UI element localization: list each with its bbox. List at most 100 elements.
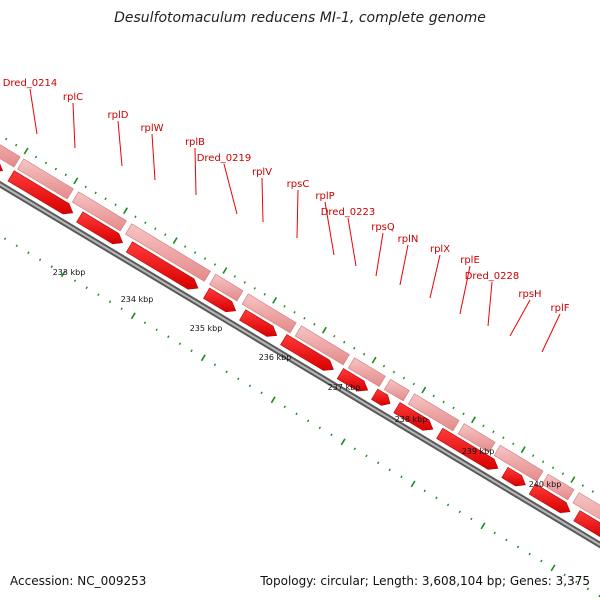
reverse-cds-arrow [125, 241, 199, 290]
inner-tick [528, 552, 531, 556]
outer-tick [303, 316, 306, 320]
inner-tick [458, 510, 461, 514]
reverse-strand-cds-layer [0, 163, 600, 538]
outer-tick [520, 446, 526, 454]
forward-strand-cds-layer [0, 144, 600, 520]
outer-tick [581, 484, 585, 487]
inner-tick [108, 300, 112, 304]
backbone-layer [0, 180, 600, 549]
outer-tick [531, 454, 535, 457]
outer-tick [23, 147, 29, 155]
gene-leader-line [72, 102, 76, 149]
inner-tick [330, 433, 333, 437]
outer-tick [84, 185, 87, 189]
inner-tick [493, 531, 496, 535]
inner-tick [540, 559, 543, 563]
inner-tick [446, 503, 450, 507]
gene-leader-line [399, 244, 409, 286]
inner-tick [575, 580, 578, 584]
forward-cds-block [0, 144, 21, 168]
outer-tick [432, 394, 435, 398]
inner-tick [248, 384, 252, 388]
gene-leader-line [324, 201, 335, 256]
gene-leader-line [429, 254, 441, 299]
inner-tick [365, 454, 368, 458]
inner-tick [3, 237, 7, 241]
outer-tick [421, 386, 427, 394]
outer-tick [114, 203, 117, 207]
inner-tick [190, 349, 193, 353]
outer-tick [333, 334, 336, 338]
outer-tick [73, 177, 79, 185]
gene-leader-line [541, 313, 561, 353]
gene-leader-line [375, 232, 384, 277]
inner-tick [38, 258, 42, 262]
gene-label: rpsC [287, 179, 310, 190]
inner-tick [376, 461, 380, 465]
forward-cds-block [71, 191, 127, 232]
inner-tick [340, 438, 346, 446]
gene-label: Dred_0228 [465, 271, 520, 282]
map-title: Desulfotomaculum reducens MI-1, complete… [114, 10, 486, 26]
outer-tick [321, 326, 327, 334]
forward-cds-block [241, 293, 297, 334]
inner-tick [225, 370, 228, 374]
forward-cds-block [541, 473, 575, 501]
inner-tick [550, 564, 556, 572]
gene-leader-line [261, 177, 264, 223]
forward-cds-block [17, 158, 74, 200]
inner-tick [85, 286, 88, 290]
gene-label: rplB [185, 137, 205, 148]
gene-leader-line [194, 147, 197, 196]
gene-leader-line [509, 299, 531, 337]
gene-label: rpsH [518, 289, 541, 300]
inner-tick [283, 405, 287, 409]
outer-tick [253, 287, 256, 290]
outer-tick [452, 406, 455, 410]
inner-tick [213, 363, 217, 367]
outer-tick [4, 137, 8, 141]
outer-tick [541, 460, 545, 463]
outer-tick [471, 416, 476, 424]
outer-tick [382, 364, 386, 368]
outer-tick [492, 430, 495, 434]
outer-tick [402, 376, 406, 380]
outer-tick [54, 167, 58, 171]
outer-tick [362, 352, 366, 356]
inner-tick [60, 270, 66, 278]
outer-tick [570, 476, 576, 484]
outer-tick [293, 311, 296, 314]
outer-tick [551, 466, 555, 469]
gene-label: rplW [140, 123, 163, 134]
outer-tick [412, 382, 415, 386]
outer-tick [34, 155, 38, 159]
forward-cds-block [125, 223, 211, 282]
outer-tick [561, 472, 565, 475]
inner-tick [143, 321, 147, 325]
outer-tick [172, 237, 178, 245]
outer-tick [442, 400, 445, 404]
inner-tick [155, 328, 158, 332]
tick-layer [3, 137, 600, 598]
inner-tick [97, 293, 100, 297]
gene-leader-line [347, 217, 357, 267]
inner-tick [353, 447, 356, 451]
inner-tick [200, 354, 206, 362]
gene-leader-line [117, 120, 123, 167]
gene-label: Dred_0219 [197, 153, 252, 164]
outer-tick [343, 340, 346, 344]
reverse-cds-arrow [371, 388, 391, 406]
gene-label: rplC [63, 92, 83, 103]
inner-tick [470, 517, 473, 521]
outer-tick [222, 267, 228, 274]
outer-tick [233, 275, 237, 278]
gene-label: rplD [108, 110, 129, 121]
outer-tick [591, 490, 595, 493]
forward-cds-block [383, 378, 410, 402]
forward-cds-block [407, 393, 460, 432]
inner-tick [435, 496, 438, 500]
outer-tick [144, 221, 147, 224]
inner-tick [318, 426, 322, 430]
inner-tick [120, 307, 123, 311]
